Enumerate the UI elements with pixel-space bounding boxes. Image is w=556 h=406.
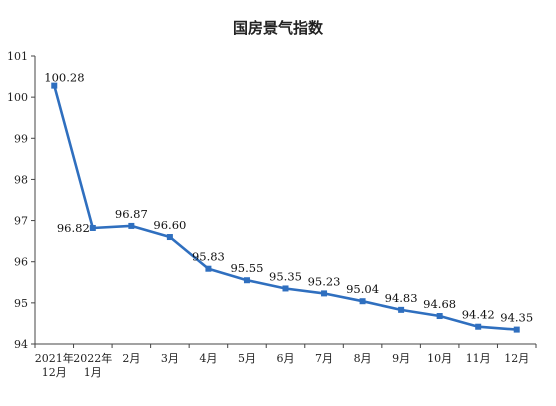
x-tick-label: 10月 — [427, 352, 452, 365]
y-tick-label: 99 — [14, 132, 28, 145]
data-labels: 100.28 96.82 96.87 96.60 95.83 95.55 95.35 95.2… — [44, 71, 533, 325]
data-label: 95.35 — [269, 269, 302, 283]
data-label: 95.55 — [230, 261, 263, 275]
x-tick-label: 3月 — [161, 352, 179, 365]
x-tick-label: 2月 — [122, 352, 140, 365]
x-tick-label: 6月 — [277, 352, 295, 365]
data-point — [359, 298, 366, 305]
y-tick-label: 97 — [14, 215, 28, 228]
y-ticks: 94 95 96 97 98 99 100 101 — [7, 50, 35, 351]
data-label: 94.68 — [423, 297, 456, 311]
x-tick-label: 8月 — [354, 352, 372, 365]
data-point — [128, 222, 135, 229]
x-tick-label: 4月 — [199, 352, 217, 365]
data-label: 94.42 — [462, 308, 495, 322]
data-point — [51, 82, 58, 89]
x-tick-label: 2021年 12月 — [35, 351, 74, 379]
x-tick-label: 5月 — [238, 352, 256, 365]
data-point — [321, 290, 328, 297]
chart-title: 国房景气指数 — [233, 19, 324, 37]
x-tick-label: 7月 — [315, 352, 333, 365]
y-tick-label: 94 — [14, 338, 28, 351]
data-label: 96.87 — [115, 207, 148, 221]
data-point — [205, 265, 212, 272]
x-tick-label: 12月 — [504, 352, 529, 365]
data-point — [475, 323, 482, 330]
data-label: 95.04 — [346, 282, 379, 296]
data-point — [89, 224, 96, 231]
data-label: 100.28 — [44, 71, 84, 85]
data-label: 94.35 — [500, 311, 533, 325]
data-point — [282, 285, 289, 292]
y-tick-label: 98 — [14, 173, 28, 186]
data-label: 94.83 — [385, 291, 418, 305]
x-tick-label: 11月 — [466, 352, 491, 365]
y-tick-label: 95 — [14, 297, 28, 310]
x-tick-label: 9月 — [392, 352, 410, 365]
data-label: 96.82 — [57, 221, 90, 235]
y-tick-label: 100 — [7, 91, 28, 104]
y-tick-label: 96 — [14, 256, 28, 269]
data-point — [513, 326, 520, 333]
data-point — [436, 313, 443, 320]
data-label: 95.23 — [308, 274, 341, 288]
x-tick-label: 2022年 1月 — [73, 351, 112, 379]
data-point — [398, 306, 405, 313]
data-label: 95.83 — [192, 250, 225, 264]
data-label: 96.60 — [153, 218, 186, 232]
y-tick-label: 101 — [7, 50, 28, 63]
data-point — [243, 277, 250, 284]
data-point — [166, 234, 173, 241]
data-points — [51, 82, 520, 333]
